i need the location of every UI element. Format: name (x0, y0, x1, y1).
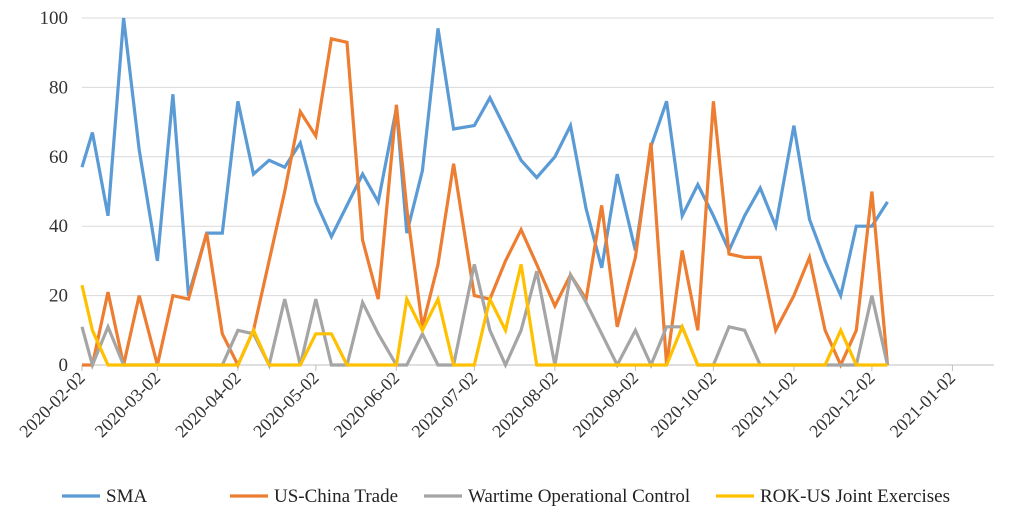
x-axis-ticks: 2020-02-02 2020-03-02 2020-04-02 2020-05-02… (15, 365, 959, 441)
x-tick-label: 2020-03-02 (91, 368, 165, 442)
y-tick-label: 0 (59, 355, 69, 376)
series-lines (80, 17, 890, 370)
x-tick-label: 2020-11-02 (728, 368, 801, 441)
y-tick-label: 40 (49, 216, 68, 237)
grid (82, 17, 994, 297)
x-tick-label: 2020-04-02 (171, 368, 245, 442)
y-tick-label: 100 (40, 8, 69, 29)
x-tick-label: 2020-05-02 (249, 368, 323, 442)
y-axis-ticks: 0 20 40 60 80 100 (40, 8, 69, 376)
legend-label: Wartime Operational Control (468, 486, 690, 507)
x-tick-label: 2020-12-02 (805, 368, 879, 442)
y-tick-label: 60 (49, 147, 68, 168)
x-tick-label: 2020-09-02 (569, 368, 643, 442)
x-tick-label: 2020-08-02 (488, 368, 562, 442)
legend: SMA US-China Trade Wartime Operational Con… (62, 486, 950, 507)
x-tick-label: 2021-01-02 (886, 368, 960, 442)
legend-label: SMA (106, 486, 147, 507)
series-line-1 (80, 17, 889, 301)
y-tick-label: 20 (49, 286, 68, 307)
y-tick-label: 80 (49, 77, 68, 98)
series-line-4 (80, 264, 888, 367)
legend-label: US-China Trade (274, 486, 398, 507)
x-tick-label: 2020-07-02 (408, 368, 482, 442)
legend-label: ROK-US Joint Exercises (760, 486, 950, 507)
x-tick-label: 2020-02-02 (15, 368, 89, 442)
x-tick-label: 2020-06-02 (330, 368, 404, 442)
x-tick-label: 2020-10-02 (647, 368, 721, 442)
